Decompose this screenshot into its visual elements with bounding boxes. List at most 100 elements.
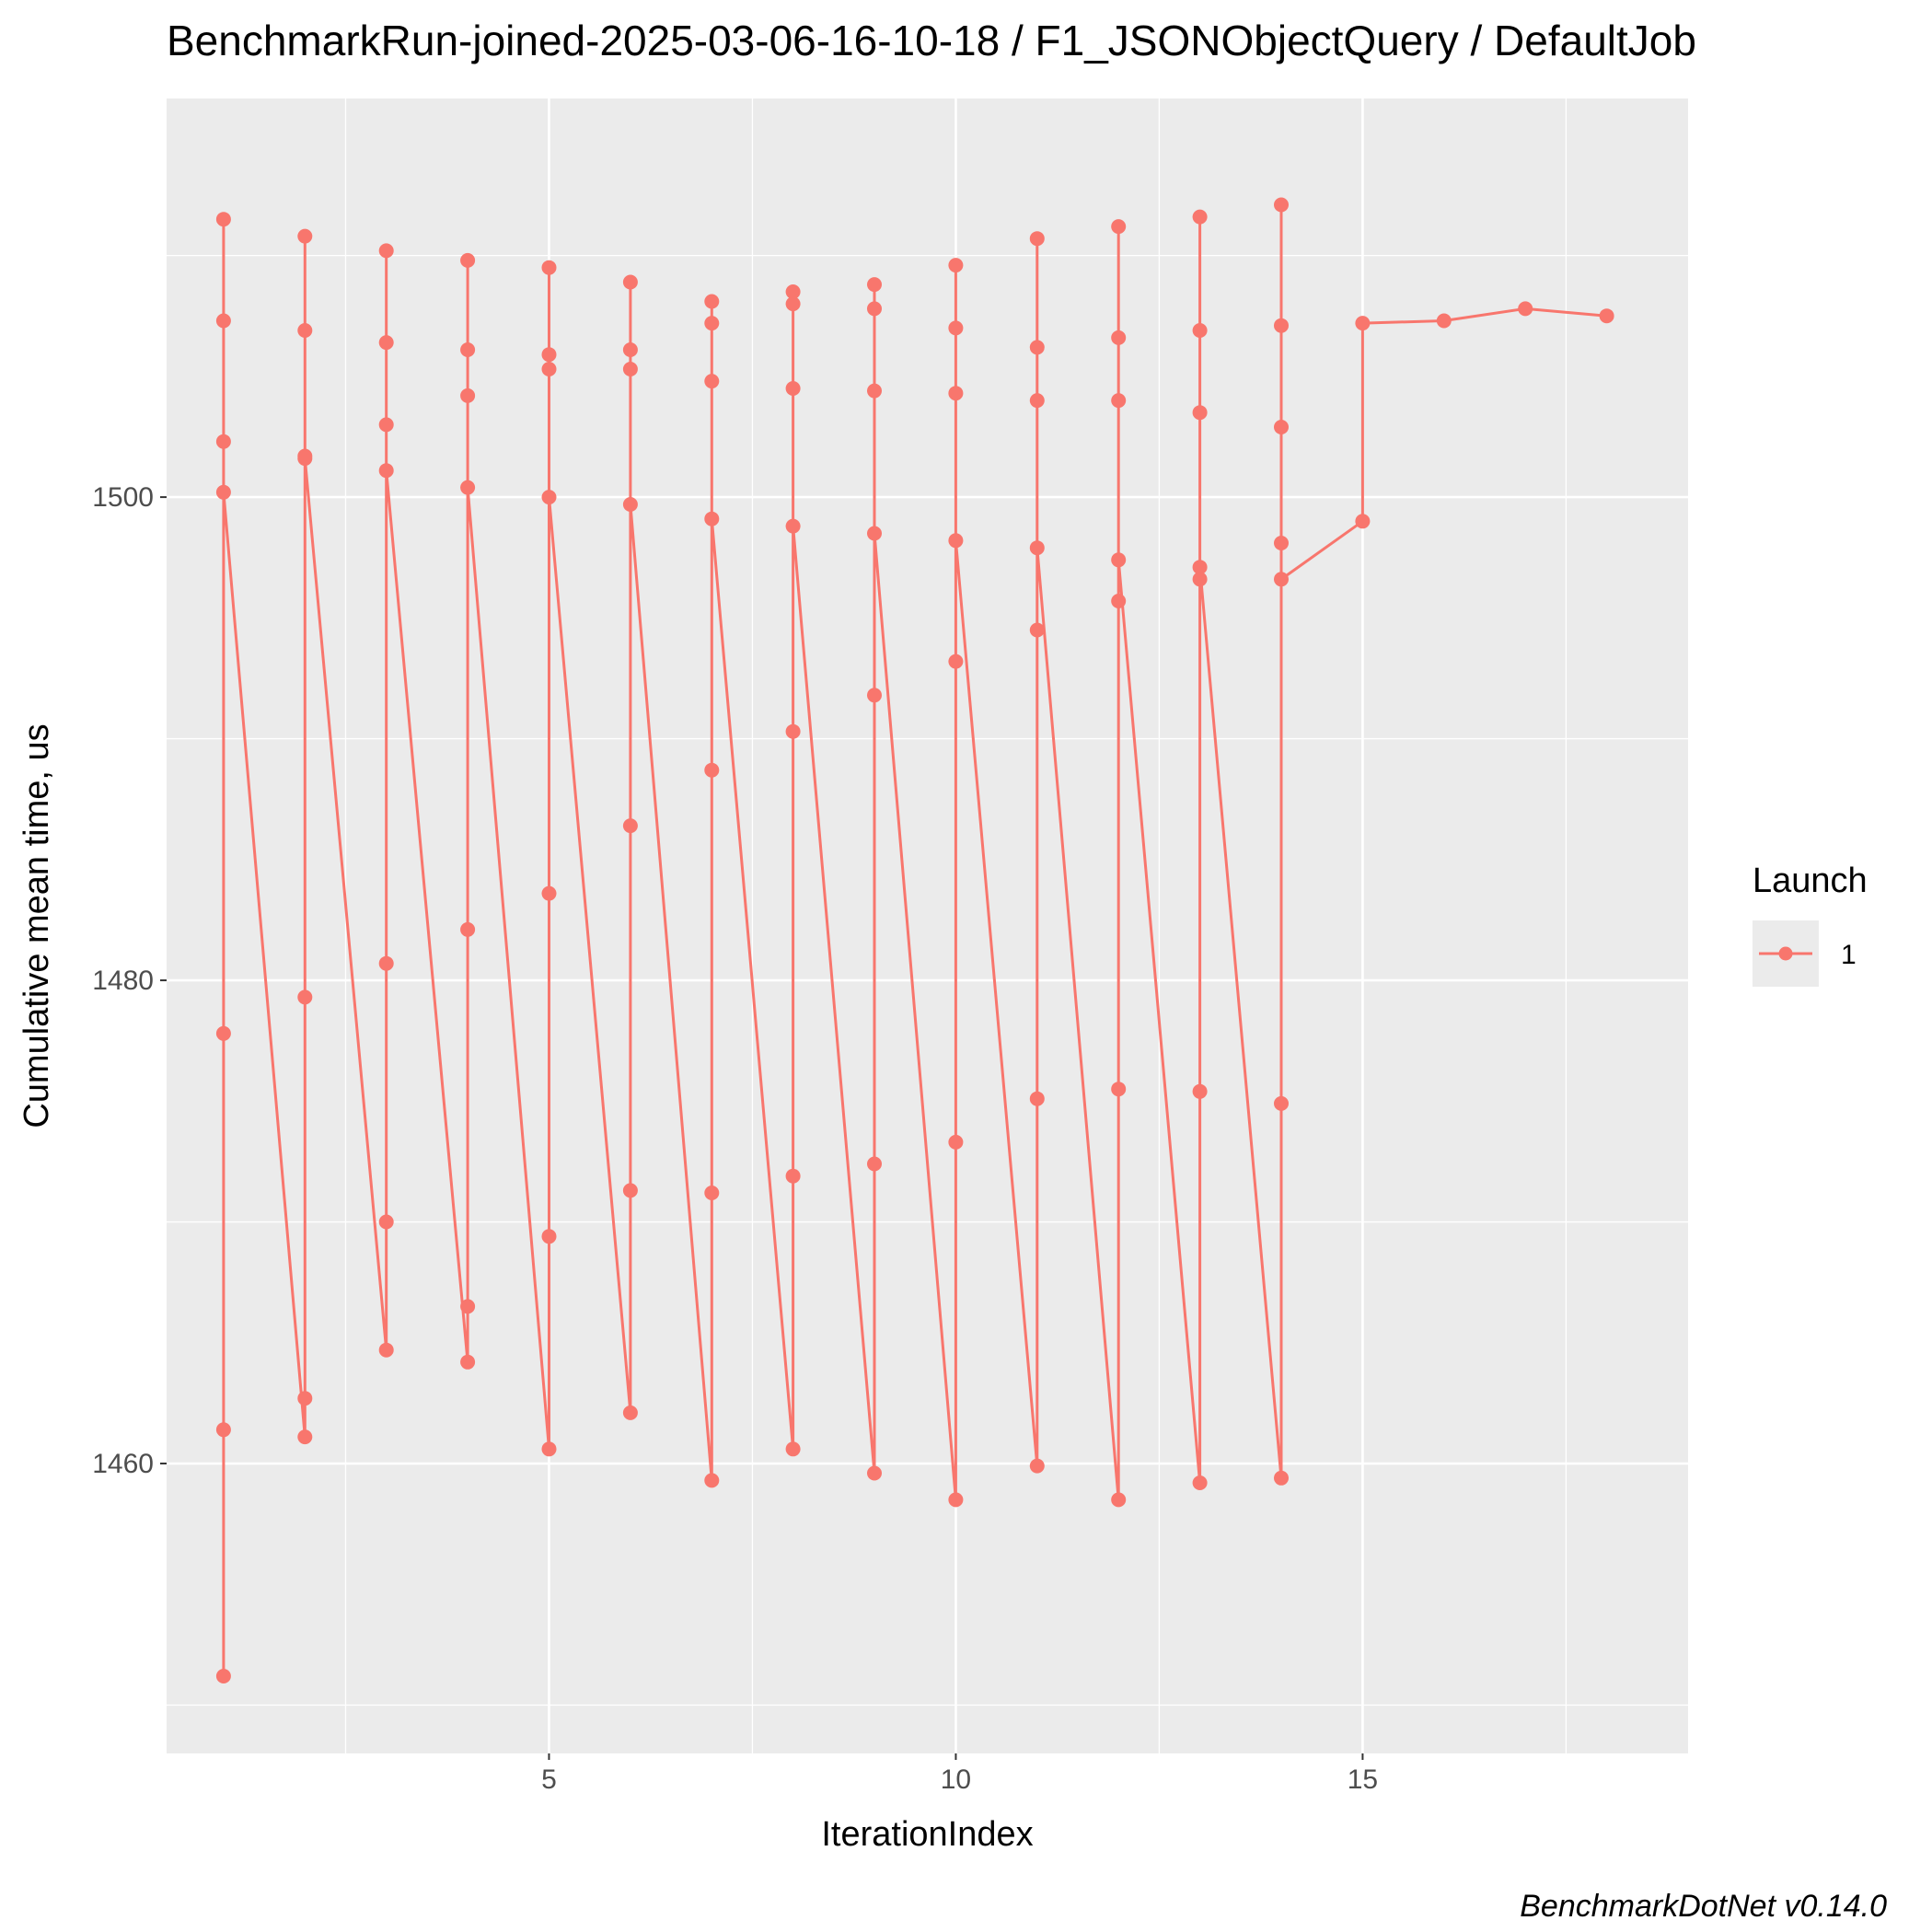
data-point [1436,313,1452,329]
data-point [704,294,720,309]
y-axis: 1460 1480 1500 [92,482,167,1479]
data-point [1192,1083,1208,1099]
data-point [948,258,964,273]
data-point [622,1405,638,1420]
x-tick-label: 5 [541,1764,557,1795]
data-point [297,1429,313,1445]
data-point [215,484,231,500]
data-point [541,1441,557,1457]
data-point [948,1492,964,1508]
plot-panel [167,98,1688,1753]
data-point [1192,560,1208,575]
legend: Launch 1 [1753,862,1868,987]
data-point [378,1342,394,1358]
legend-title: Launch [1753,862,1868,900]
data-point [785,381,801,396]
data-point [704,1473,720,1488]
y-tick-label: 1480 [92,966,154,996]
data-point [541,260,557,275]
data-point [704,374,720,389]
x-axis-title: IterationIndex [821,1815,1033,1854]
data-point [215,434,231,449]
legend-key-point [1778,946,1793,961]
data-point [704,762,720,778]
data-point [1192,405,1208,421]
data-point [1274,420,1289,434]
data-point [1029,622,1045,638]
data-point [215,1422,231,1438]
data-point [1029,340,1045,355]
x-tick-label: 15 [1348,1764,1378,1795]
data-point [785,1441,801,1457]
data-point [785,723,801,739]
data-point [948,533,964,549]
data-point [1111,552,1127,568]
data-point [622,1183,638,1198]
data-point [297,989,313,1005]
data-point [215,212,231,227]
data-point [378,463,394,479]
data-point [378,335,394,351]
data-point [541,362,557,376]
data-point [1029,231,1045,247]
y-axis-title: Cumulative mean time, us [17,723,56,1128]
data-point [622,497,638,512]
data-point [460,921,476,937]
data-point [1355,514,1371,529]
data-point [215,313,231,329]
data-point [948,320,964,336]
data-point [1355,316,1371,331]
data-point [460,342,476,357]
caption: BenchmarkDotNet v0.14.0 [1520,1889,1887,1924]
data-point [215,1025,231,1041]
data-point [1518,301,1533,317]
data-point [1111,219,1127,235]
data-point [460,1299,476,1314]
data-point [1029,1091,1045,1106]
data-point [1274,197,1289,213]
data-point [1111,393,1127,409]
data-point [378,243,394,259]
chart-title: BenchmarkRun-joined-2025-03-06-16-10-18 … [167,17,1696,64]
y-tick-label: 1460 [92,1449,154,1479]
data-point [704,1186,720,1200]
data-point [704,511,720,526]
data-point [1029,1458,1045,1474]
data-point [297,451,313,467]
data-point [460,388,476,403]
data-point [541,347,557,363]
data-point [1274,1095,1289,1111]
x-tick-label: 10 [941,1764,971,1795]
data-point [1274,572,1289,587]
data-point [785,518,801,534]
y-tick-label: 1500 [92,482,154,513]
data-point [622,362,638,376]
data-point [378,417,394,433]
data-point [1192,323,1208,338]
legend-label: 1 [1841,940,1857,970]
data-point [867,301,882,317]
data-point [297,323,313,338]
data-point [867,277,882,293]
data-point [704,316,720,331]
data-point [378,1214,394,1230]
data-point [1192,572,1208,587]
data-point [541,490,557,505]
data-point [867,526,882,541]
data-point [1029,540,1045,556]
data-point [867,383,882,399]
data-point [867,1465,882,1481]
data-point [785,284,801,299]
data-point [1111,594,1127,608]
data-point [460,252,476,268]
data-point [378,955,394,971]
data-point [622,274,638,290]
data-point [948,654,964,669]
data-point [867,1156,882,1172]
data-point [1192,1475,1208,1490]
data-point [948,1134,964,1150]
data-point [1599,308,1614,324]
minor-gridlines [167,98,1688,1753]
data-point [1274,536,1289,550]
